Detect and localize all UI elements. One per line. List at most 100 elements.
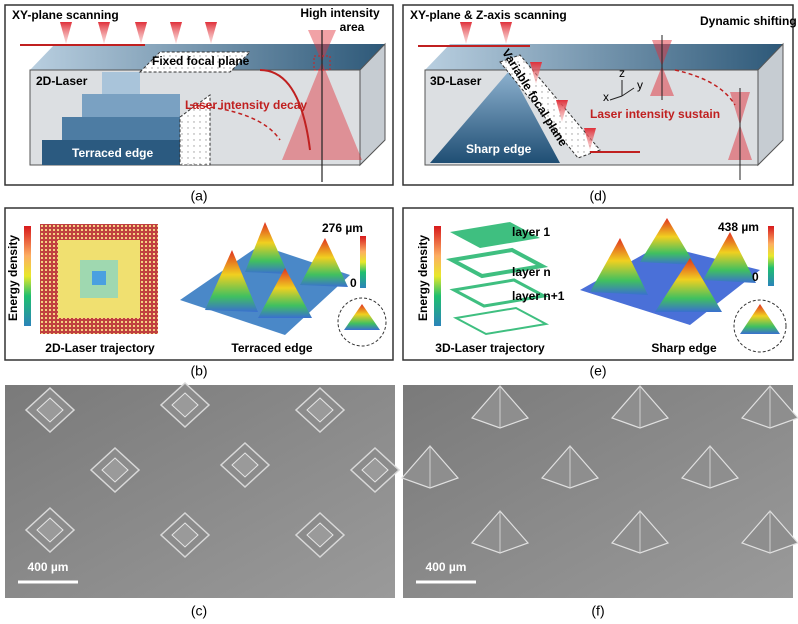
laser-cone <box>460 22 472 44</box>
step <box>102 72 140 94</box>
layer-label: layer n+1 <box>512 289 565 303</box>
trajectory-label: 3D-Laser trajectory <box>435 341 545 355</box>
side-face <box>757 42 784 167</box>
terraced-pyramid <box>231 452 259 478</box>
peak <box>258 268 312 318</box>
annotation: Fixed focal plane <box>152 54 250 68</box>
panel-b: Energy density 2D-Laser trajectory 276 µ… <box>4 207 394 379</box>
layer-label: layer 1 <box>512 225 550 239</box>
annotation: High intensity <box>300 6 380 20</box>
layer <box>452 306 550 336</box>
layer <box>449 278 549 308</box>
terraced-pyramid <box>361 457 389 483</box>
annotation: Laser intensity sustain <box>590 107 720 121</box>
sem-image <box>403 385 793 598</box>
sem-features <box>400 385 798 554</box>
colorbar-min: 0 <box>350 276 357 290</box>
focus-box <box>313 55 331 71</box>
inset-peak <box>344 304 380 330</box>
laser-cone <box>500 22 512 44</box>
top-face <box>425 44 783 70</box>
peak <box>640 218 695 265</box>
laser-cone <box>556 100 568 122</box>
side-face <box>359 42 386 167</box>
terraced-pyramid <box>171 522 199 548</box>
terraced-pyramid <box>36 397 64 423</box>
axis-arrow <box>609 95 623 101</box>
panel-caption: (b) <box>190 363 207 379</box>
panel-e: Energy density layer 1 layer n layer n+1… <box>402 207 794 379</box>
panel-caption: (f) <box>591 603 604 619</box>
peak <box>205 250 258 312</box>
panel-title: XY-plane & Z-axis scanning <box>410 8 567 22</box>
inset-peak <box>740 304 780 334</box>
annotation: Laser intensity decay <box>185 98 307 112</box>
laser-cone <box>170 22 182 44</box>
panel-d: XY-plane & Z-axis scanning Dynamic shift… <box>402 4 797 204</box>
focus-arrow <box>259 69 311 151</box>
colorbar <box>24 226 31 326</box>
annotation: 2D-Laser <box>36 74 88 88</box>
sharp-edge <box>430 70 560 163</box>
layer <box>445 247 549 279</box>
peak <box>300 238 348 287</box>
terraced-pyramid <box>101 457 129 483</box>
step <box>62 117 180 140</box>
peak <box>655 258 722 312</box>
laser-cone <box>584 128 596 150</box>
terraced-pyramid <box>36 517 64 543</box>
colorbar-label: Energy density <box>416 235 430 321</box>
colorbar-max: 438 µm <box>718 220 759 234</box>
terraced-pyramid <box>306 522 334 548</box>
panel-a: XY-plane scanning High intensity area 2D… <box>4 4 394 204</box>
axis-label: z <box>619 66 625 80</box>
colorbar <box>434 226 441 326</box>
annotation: Dynamic shifting <box>700 14 797 28</box>
laser-cone <box>60 22 72 44</box>
annotation: area <box>340 20 365 34</box>
panel-title: XY-plane scanning <box>12 8 119 22</box>
panel-c: 400 µm (c) <box>5 381 401 619</box>
panel-caption: (a) <box>190 188 207 204</box>
axis-label: y <box>637 78 643 92</box>
scale-bar-label: 400 µm <box>426 560 467 574</box>
scale-bar-label: 400 µm <box>28 560 69 574</box>
colorbar <box>768 226 774 286</box>
annotation: Terraced edge <box>231 341 312 355</box>
decay-arrow <box>189 104 281 141</box>
removed-region <box>179 94 211 166</box>
colorbar <box>360 236 366 288</box>
trajectory-label: 2D-Laser trajectory <box>45 341 155 355</box>
trajectory-zone <box>92 271 106 285</box>
step <box>82 94 180 117</box>
peak <box>590 238 648 295</box>
peak <box>245 222 288 274</box>
layer <box>450 222 540 248</box>
shift-arrow <box>674 69 736 106</box>
colorbar-label: Energy density <box>6 235 20 321</box>
focal-plane <box>499 54 601 159</box>
laser-cone <box>530 62 542 84</box>
peak <box>703 232 756 283</box>
colorbar-min: 0 <box>752 270 759 284</box>
focal-plane <box>138 51 252 73</box>
panel-caption: (d) <box>589 188 606 204</box>
panel-caption: (c) <box>191 603 207 619</box>
layer-label: layer n <box>512 265 551 279</box>
laser-cone <box>205 22 217 44</box>
sem-features <box>24 381 401 559</box>
panel-caption: (e) <box>589 363 606 379</box>
axis-label: x <box>603 90 609 104</box>
annotation: Terraced edge <box>72 146 153 160</box>
annotation: Sharp edge <box>466 142 532 156</box>
panel-f: 400 µm (f) <box>400 385 798 619</box>
terraced-pyramid <box>306 397 334 423</box>
colorbar-max: 276 µm <box>322 221 363 235</box>
laser-cone <box>98 22 110 44</box>
annotation: 3D-Laser <box>430 74 482 88</box>
step <box>42 140 180 165</box>
terraced-pyramid <box>171 392 199 418</box>
annotation: Sharp edge <box>651 341 717 355</box>
axis-arrow <box>621 87 635 97</box>
